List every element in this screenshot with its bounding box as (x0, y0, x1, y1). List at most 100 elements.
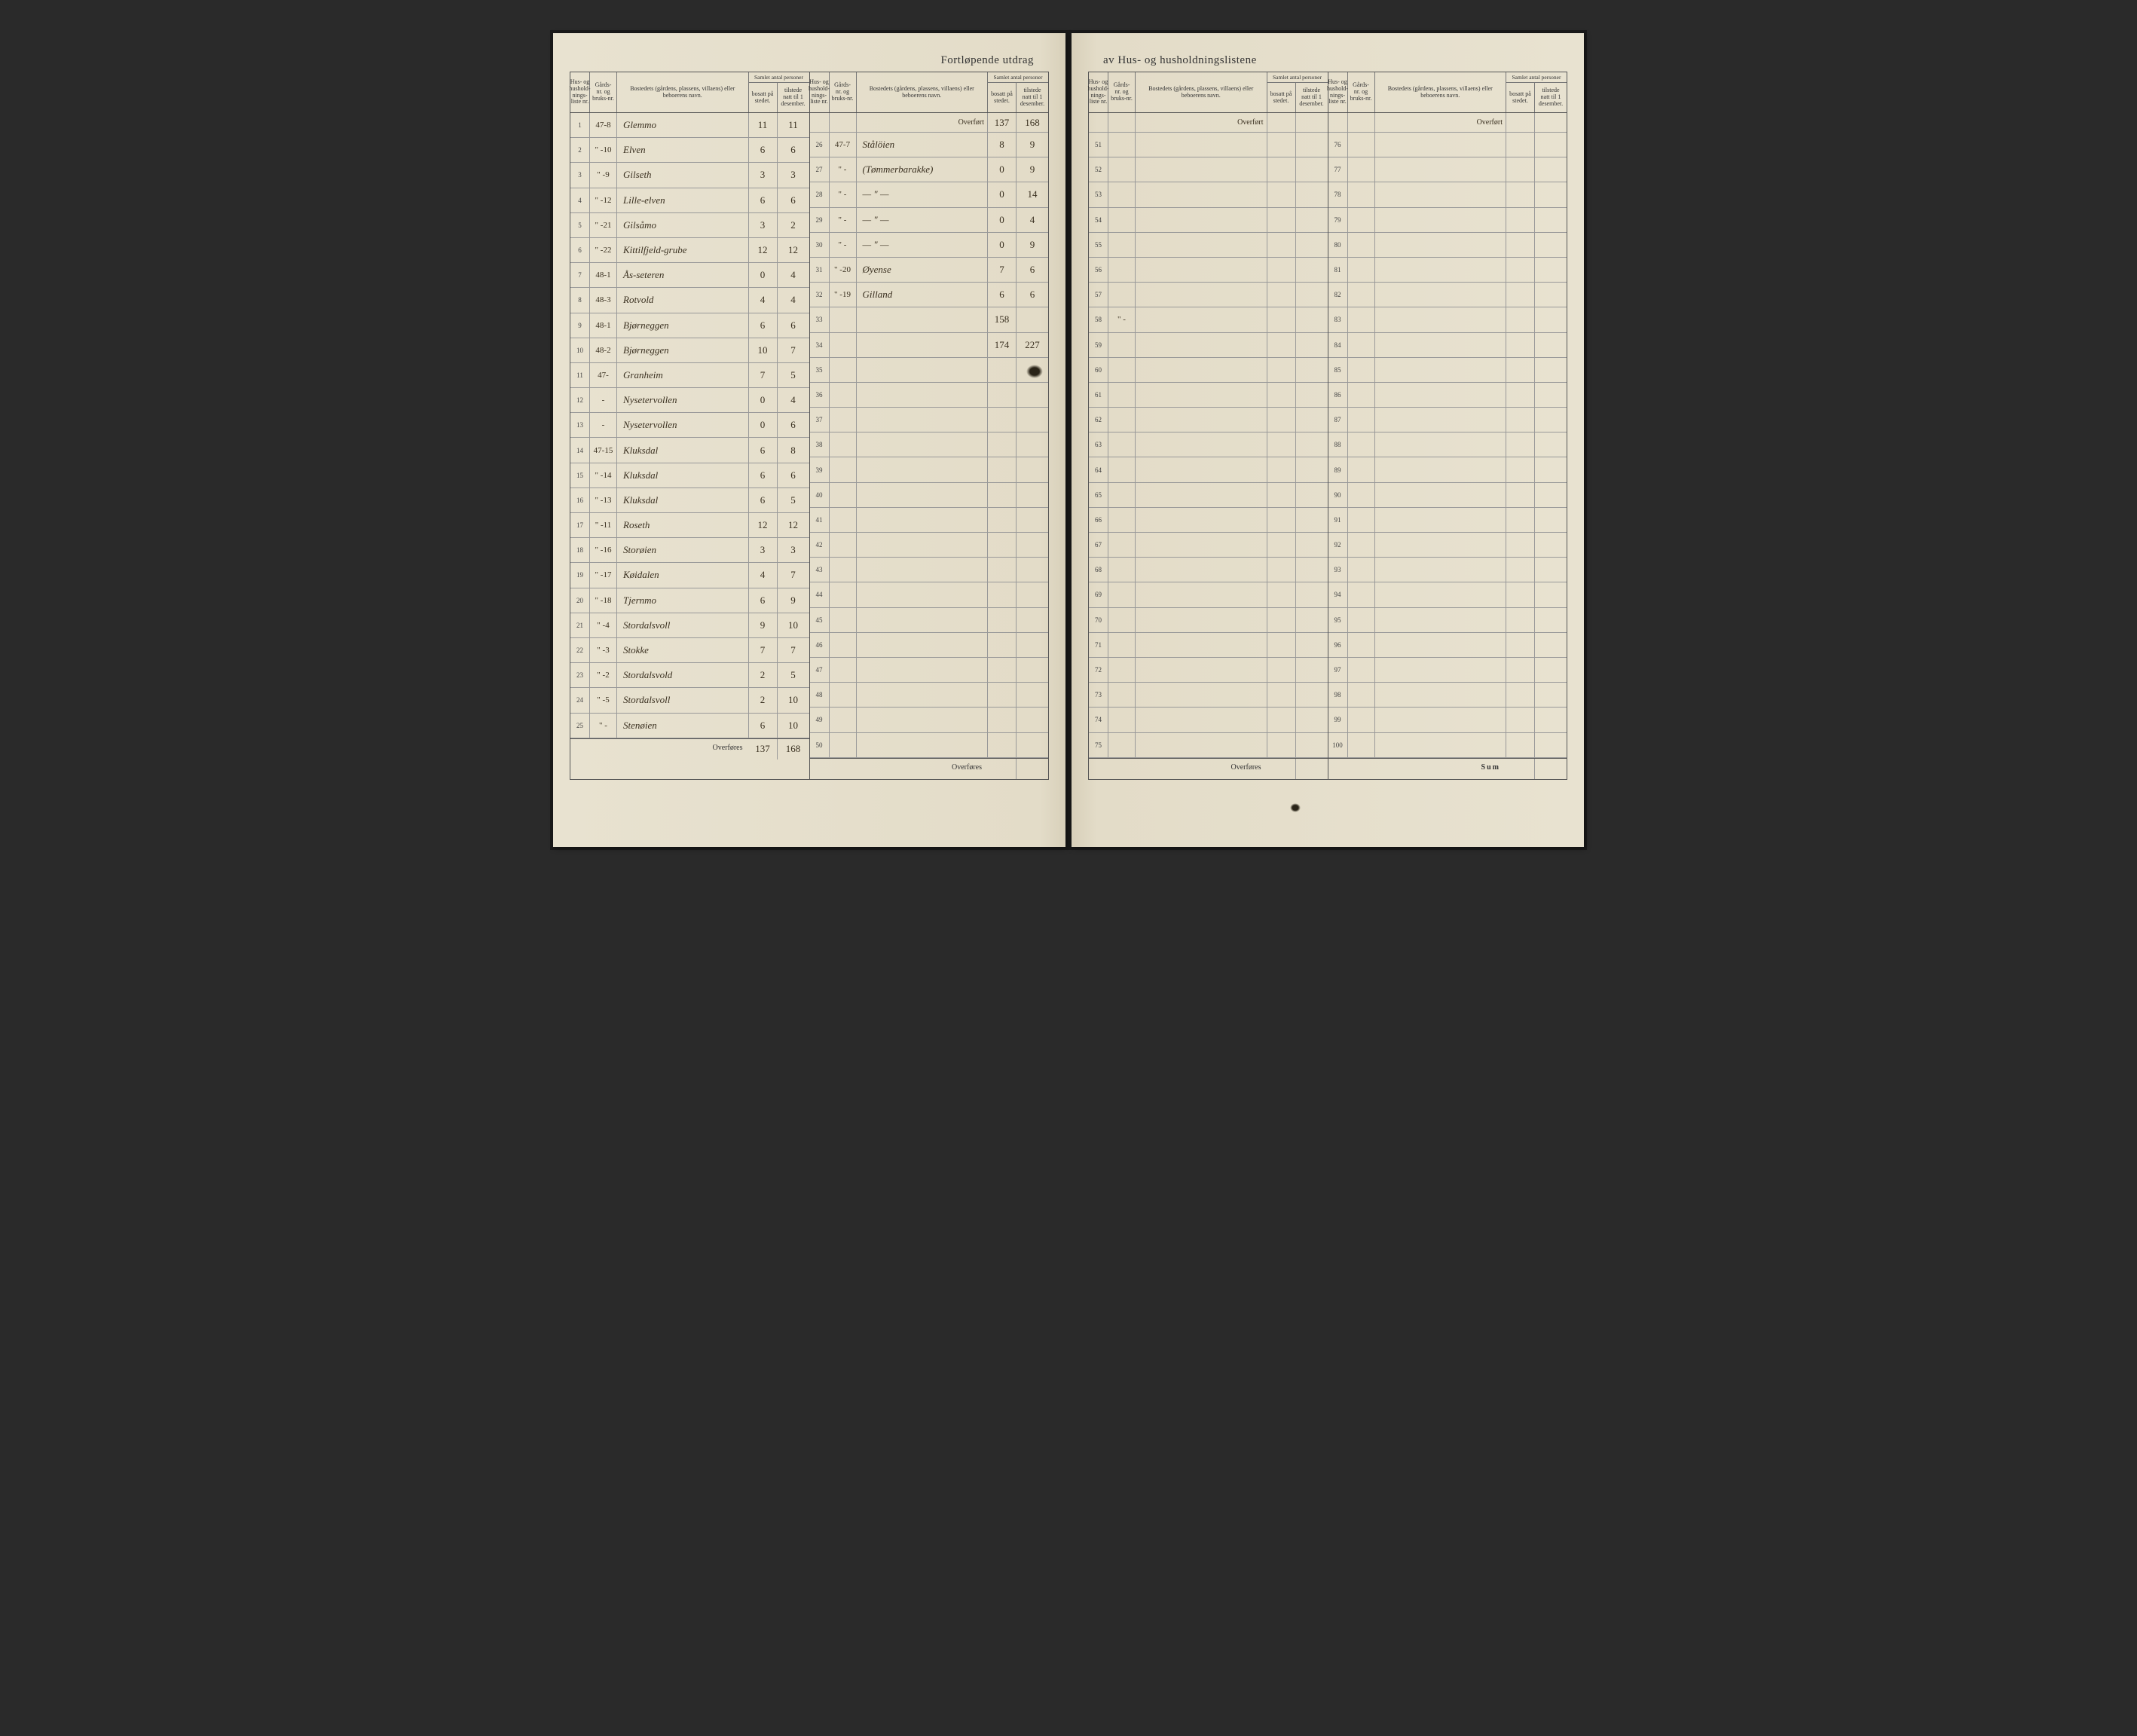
table-row: 51 (1089, 133, 1328, 157)
row-tilstede: 12 (778, 513, 809, 537)
left-grid: Hus- og hushold-nings-liste nr. Gårds-nr… (570, 72, 1049, 780)
table-row: 53 (1089, 182, 1328, 207)
row-nr: 34 (810, 333, 830, 357)
row-bosatt: 7 (749, 363, 778, 387)
row-name (1375, 133, 1507, 157)
row-name: Stenøien (617, 714, 749, 738)
row-tilstede (1535, 182, 1567, 206)
row-tilstede: 4 (778, 263, 809, 287)
row-tilstede: 8 (778, 438, 809, 462)
row-tilstede (1296, 533, 1328, 557)
row-name (1136, 283, 1267, 307)
row-tilstede: 3 (778, 538, 809, 562)
row-bosatt (1267, 333, 1296, 357)
row-bosatt: 6 (749, 588, 778, 613)
table-row: 2" -10Elven66 (570, 138, 809, 163)
row-gnr (1348, 582, 1375, 607)
row-bosatt (1267, 457, 1296, 481)
row-tilstede: 7 (778, 338, 809, 362)
row-name (1375, 633, 1507, 657)
row-tilstede: 6 (778, 188, 809, 212)
table-row: 77 (1328, 157, 1567, 182)
row-name (857, 733, 989, 757)
row-bosatt (1267, 633, 1296, 657)
overfores-row: Overføres 137 168 (570, 738, 809, 760)
row-gnr (1108, 133, 1136, 157)
row-name (1136, 708, 1267, 732)
header-samlet: Samlet antal personer (1267, 72, 1328, 83)
row-bosatt (1267, 358, 1296, 382)
row-bosatt: 0 (749, 388, 778, 412)
header-bosatt: bosatt på stedet. (749, 83, 778, 112)
row-nr: 8 (570, 288, 590, 312)
table-row: 748-1Ås-seteren04 (570, 263, 809, 288)
row-name: Granheim (617, 363, 749, 387)
row-name (1136, 383, 1267, 407)
table-row: 42 (810, 533, 1049, 558)
row-tilstede: 9 (1017, 233, 1048, 257)
row-name: — " — (857, 208, 989, 232)
row-gnr (830, 733, 857, 757)
table-row: 61 (1089, 383, 1328, 408)
table-row: 52 (1089, 157, 1328, 182)
table-row: 17" -11Roseth1212 (570, 513, 809, 538)
row-name (1136, 408, 1267, 432)
row-gnr: " -10 (590, 138, 617, 162)
row-tilstede (1535, 658, 1567, 682)
row-gnr (1108, 683, 1136, 707)
row-name (857, 307, 989, 332)
table-row: 40 (810, 483, 1049, 508)
table-row: 15" -14Kluksdal66 (570, 463, 809, 488)
row-nr: 18 (570, 538, 590, 562)
row-gnr: " -3 (590, 638, 617, 662)
row-nr: 59 (1089, 333, 1108, 357)
table-row: 13-Nysetervollen06 (570, 413, 809, 438)
overfort-label: Overført (1375, 113, 1507, 132)
row-name (857, 457, 989, 481)
row-bosatt: 6 (749, 188, 778, 212)
row-bosatt (1267, 432, 1296, 457)
row-nr: 66 (1089, 508, 1108, 532)
header-gards-nr: Gårds-nr. og bruks-nr. (1108, 72, 1136, 112)
row-name: Nysetervollen (617, 388, 749, 412)
row-bosatt (1267, 133, 1296, 157)
row-tilstede (1296, 708, 1328, 732)
row-gnr (1348, 432, 1375, 457)
row-bosatt (1506, 533, 1535, 557)
row-bosatt: 158 (988, 307, 1017, 332)
row-gnr (830, 708, 857, 732)
row-nr: 9 (570, 313, 590, 338)
row-nr: 100 (1328, 733, 1348, 757)
table-row: 86 (1328, 383, 1567, 408)
row-bosatt: 6 (749, 714, 778, 738)
row-name (857, 708, 989, 732)
table-row: 36 (810, 383, 1049, 408)
table-row: 41 (810, 508, 1049, 533)
row-nr: 23 (570, 663, 590, 687)
row-nr: 17 (570, 513, 590, 537)
row-name (1136, 233, 1267, 257)
row-nr: 57 (1089, 283, 1108, 307)
row-nr: 6 (570, 238, 590, 262)
row-gnr: " -2 (590, 663, 617, 687)
row-name (1136, 208, 1267, 232)
table-row: 85 (1328, 358, 1567, 383)
row-nr: 77 (1328, 157, 1348, 182)
row-gnr (1348, 408, 1375, 432)
row-bosatt (1506, 283, 1535, 307)
row-bosatt (1506, 133, 1535, 157)
row-gnr (1108, 182, 1136, 206)
header-bosted: Bostedets (gårdens, plassens, villaens) … (1136, 72, 1267, 112)
header-hus-nr: Hus- og hushold-nings-liste nr. (570, 72, 590, 112)
row-gnr (1108, 283, 1136, 307)
row-gnr (1348, 133, 1375, 157)
row-bosatt (1267, 233, 1296, 257)
row-tilstede (1535, 608, 1567, 632)
row-tilstede (1017, 307, 1048, 332)
row-gnr (1108, 582, 1136, 607)
row-bosatt (1506, 483, 1535, 507)
table-row: 1447-15Kluksdal68 (570, 438, 809, 463)
row-gnr (1348, 233, 1375, 257)
row-tilstede: 11 (778, 113, 809, 137)
row-nr: 82 (1328, 283, 1348, 307)
